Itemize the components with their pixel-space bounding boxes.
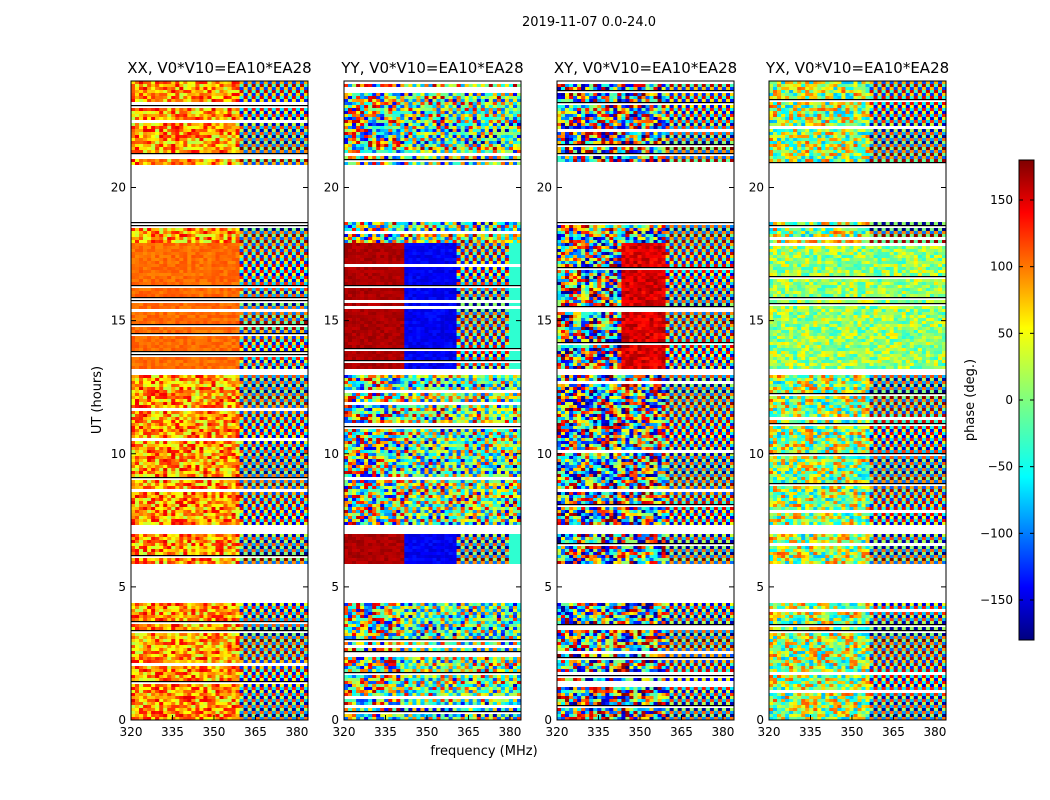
- y-tick-label: 5: [331, 580, 339, 594]
- y-tick-label: 5: [756, 580, 764, 594]
- panel-title-yx: YX, V0*V10=EA10*EA28: [765, 59, 949, 77]
- x-tick-label: 350: [416, 725, 439, 739]
- y-tick-label: 15: [324, 314, 339, 328]
- panel-title-yy: YY, V0*V10=EA10*EA28: [340, 59, 523, 77]
- panel-heatmap-yx: [769, 81, 946, 720]
- y-axis-label: UT (hours): [90, 366, 105, 434]
- panels: XX, V0*V10=EA10*EA28 320 335 350 365 380 0 5 10 1…: [111, 59, 949, 739]
- x-tick-label: 380: [285, 725, 308, 739]
- panel-heatmap-xx: [131, 81, 308, 720]
- x-tick-label: 380: [711, 725, 734, 739]
- x-tick-label: 350: [629, 725, 652, 739]
- y-tick-label: 10: [749, 447, 764, 461]
- colorbar-tick-label: 150: [990, 193, 1013, 207]
- phase-waterfall-figure: 2019-11-07 0.0-24.0 XX, V0*V10=EA10*EA28…: [0, 0, 1050, 800]
- colorbar-tick-label: 50: [998, 326, 1013, 340]
- panel-xx: XX, V0*V10=EA10*EA28 320 335 350 365 380 0 5 10 1…: [111, 59, 312, 739]
- y-tick-label: 15: [111, 314, 126, 328]
- x-tick-label: 335: [161, 725, 184, 739]
- y-tick-label: 15: [749, 314, 764, 328]
- x-tick-label: 365: [244, 725, 267, 739]
- colorbar-tick-label: 0: [1005, 393, 1013, 407]
- colorbar-tick-label: −50: [988, 460, 1013, 474]
- y-tick-label: 5: [118, 580, 126, 594]
- colorbar-label: phase (deg.): [963, 359, 978, 441]
- y-tick-label: 0: [756, 713, 764, 727]
- panel-title-xy: XY, V0*V10=EA10*EA28: [554, 59, 737, 77]
- x-tick-label: 365: [882, 725, 905, 739]
- x-tick-label: 335: [799, 725, 822, 739]
- y-tick-label: 10: [537, 447, 552, 461]
- y-tick-label: 20: [537, 181, 552, 195]
- x-axis-label: frequency (MHz): [430, 744, 537, 759]
- y-tick-label: 0: [118, 713, 126, 727]
- y-tick-label: 20: [749, 181, 764, 195]
- y-tick-label: 0: [331, 713, 339, 727]
- x-tick-label: 350: [841, 725, 864, 739]
- y-tick-label: 5: [544, 580, 552, 594]
- colorbar-tick-label: 100: [990, 260, 1013, 274]
- x-tick-label: 335: [587, 725, 610, 739]
- figure-title: 2019-11-07 0.0-24.0: [522, 15, 656, 30]
- y-tick-label: 20: [111, 181, 126, 195]
- panel-heatmap-yy: [344, 84, 521, 720]
- panel-yy: YY, V0*V10=EA10*EA28 320 335 350 365 380 0 5 10 1…: [324, 59, 524, 739]
- panel-xy: XY, V0*V10=EA10*EA28 320 335 350 365 380 0 5 10 1…: [537, 59, 737, 739]
- x-tick-label: 320: [333, 725, 356, 739]
- x-tick-label: 380: [498, 725, 521, 739]
- y-tick-label: 0: [544, 713, 552, 727]
- x-tick-label: 365: [457, 725, 480, 739]
- x-tick-label: 365: [670, 725, 693, 739]
- x-tick-label: 320: [546, 725, 569, 739]
- y-tick-label: 10: [324, 447, 339, 461]
- panel-yx: YX, V0*V10=EA10*EA28 320 335 350 365 380 0 5 10 1…: [749, 59, 949, 739]
- x-tick-label: 350: [203, 725, 226, 739]
- panel-title-xx: XX, V0*V10=EA10*EA28: [127, 59, 311, 77]
- colorbar: 150 100 50 0 −50 −100 −150 phase (deg.): [963, 160, 1034, 640]
- x-tick-label: 320: [758, 725, 781, 739]
- y-tick-label: 10: [111, 447, 126, 461]
- x-tick-label: 320: [120, 725, 143, 739]
- colorbar-tick-label: −150: [980, 593, 1013, 607]
- y-tick-label: 15: [537, 314, 552, 328]
- x-tick-label: 335: [374, 725, 397, 739]
- colorbar-tick-label: −100: [980, 526, 1013, 540]
- panel-heatmap-xy: [557, 84, 734, 720]
- x-tick-label: 380: [923, 725, 946, 739]
- y-tick-label: 20: [324, 181, 339, 195]
